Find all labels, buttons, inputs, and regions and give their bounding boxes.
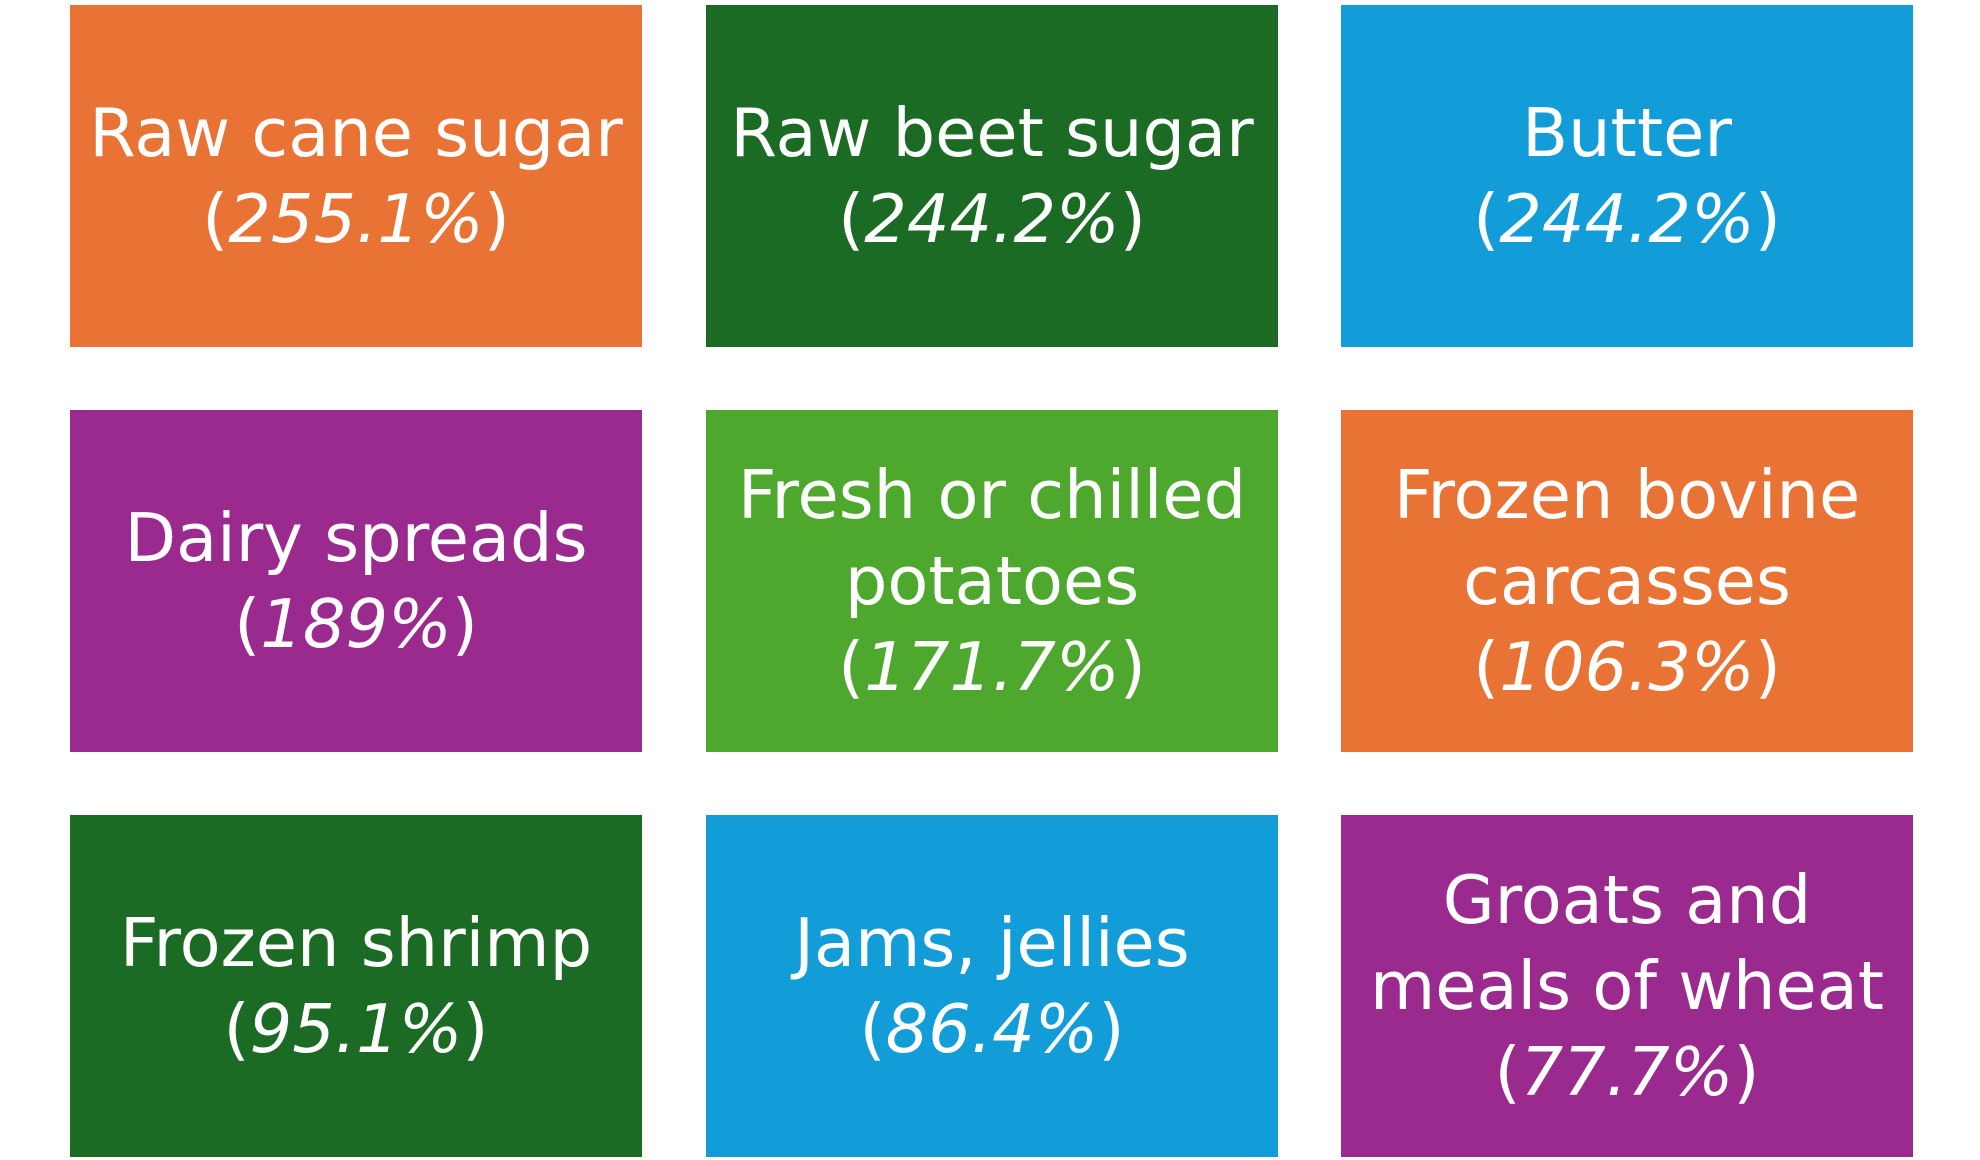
tile-label: Groats and meals of wheat [1369,861,1885,1025]
tile-frozen-bovine-carcasses: Frozen bovine carcasses (106.3%) [1341,410,1913,752]
tile-label: Jams, jellies [794,904,1190,982]
tile-butter: Butter (244.2%) [1341,5,1913,347]
tile-label: Butter [1522,94,1732,172]
tile-fresh-or-chilled-potatoes: Fresh or chilled potatoes (171.7%) [706,410,1278,752]
tile-label: Fresh or chilled potatoes [737,456,1247,620]
tile-label: Raw beet sugar [730,94,1254,172]
tile-groats-and-meals-of-wheat: Groats and meals of wheat (77.7%) [1341,815,1913,1157]
tile-raw-beet-sugar: Raw beet sugar (244.2%) [706,5,1278,347]
tile-value: (95.1%) [223,990,489,1068]
tile-jams-jellies: Jams, jellies (86.4%) [706,815,1278,1157]
tile-value: (244.2%) [838,180,1146,258]
tile-value: (86.4%) [859,990,1125,1068]
tile-value: (244.2%) [1473,180,1781,258]
tile-value: (255.1%) [202,180,510,258]
tile-value: (171.7%) [838,628,1146,706]
tile-dairy-spreads: Dairy spreads (189%) [70,410,642,752]
tile-value: (77.7%) [1494,1033,1760,1111]
tile-value: (189%) [234,585,478,663]
tile-value: (106.3%) [1473,628,1781,706]
tile-label: Dairy spreads [124,499,588,577]
tile-label: Frozen shrimp [119,904,593,982]
tile-label: Raw cane sugar [89,94,623,172]
tile-label: Frozen bovine carcasses [1393,456,1861,620]
tile-raw-cane-sugar: Raw cane sugar (255.1%) [70,5,642,347]
tile-frozen-shrimp: Frozen shrimp (95.1%) [70,815,642,1157]
